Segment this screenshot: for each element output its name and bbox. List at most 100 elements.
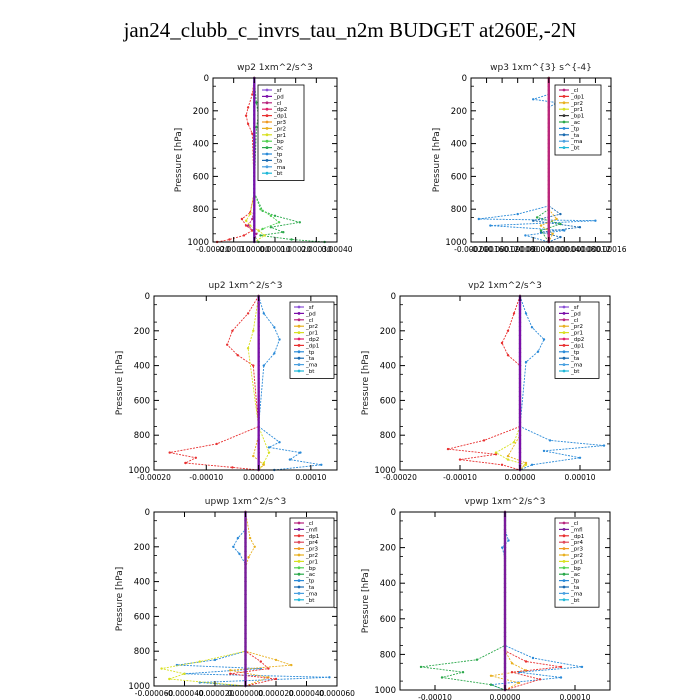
series-marker-pd — [518, 308, 522, 311]
series-marker-mfl — [244, 676, 247, 679]
series-marker-pd — [257, 329, 260, 332]
series-marker-tp — [530, 463, 534, 466]
series-marker-tp — [328, 676, 331, 679]
legend-marker-tp — [265, 152, 269, 156]
y-tick-label: 800 — [380, 650, 396, 660]
series-marker-cl — [547, 212, 550, 215]
series-marker-pd — [257, 438, 260, 441]
series-marker-tp — [516, 212, 519, 216]
legend-box — [554, 301, 600, 379]
series-marker-pr2 — [262, 463, 265, 466]
series-line-tp — [176, 512, 330, 687]
series-marker-mfl — [503, 559, 507, 563]
series-marker-tp — [238, 552, 241, 555]
panel-title: vpwp 1xm^2/s^3 — [464, 497, 545, 507]
series-marker-ac — [539, 229, 543, 232]
series-marker-mfl — [244, 606, 247, 609]
series-marker-pd — [253, 187, 256, 190]
panel-title: upwp 1xm^2/s^3 — [205, 497, 286, 507]
x-tick-label: -0.00010 — [418, 693, 452, 700]
x-tick-label: 0.000020 — [258, 689, 294, 698]
series-marker-tp — [320, 463, 323, 466]
series-marker-mfl — [244, 541, 247, 544]
y-tick-label: 1000 — [128, 466, 150, 476]
series-marker-pd — [518, 351, 522, 354]
legend-marker-ta — [562, 356, 566, 360]
series-marker-pd — [257, 442, 260, 445]
series-marker-mfl — [244, 528, 247, 531]
x-tick-label: 0.00010 — [564, 473, 595, 482]
series-marker-dp1 — [252, 364, 255, 367]
legend-label: _ac — [570, 572, 580, 578]
series-marker-tp — [267, 446, 271, 449]
x-tick-label: -0.00004 — [516, 245, 550, 254]
series-line-pr1 — [161, 512, 246, 687]
series-marker-cl — [547, 183, 550, 186]
series-marker-pr1 — [160, 667, 163, 670]
series-marker-mfl — [244, 610, 247, 614]
legend-marker-bt — [562, 598, 566, 602]
series-marker-pr1 — [512, 441, 516, 444]
series-marker-pr2 — [524, 461, 528, 465]
legend-label: _ma — [570, 363, 582, 369]
x-tick-label: 0.000060 — [319, 689, 355, 698]
legend-marker-ac — [562, 120, 566, 124]
legend-label: _bp — [305, 566, 316, 572]
series-marker-pr2 — [229, 669, 232, 672]
series-marker-dp1 — [244, 224, 248, 227]
series-marker-tp — [213, 658, 217, 662]
series-marker-pd — [257, 429, 260, 432]
series-marker-pr2 — [506, 454, 510, 458]
x-tick-label: -0.000020 — [196, 689, 235, 698]
series-marker-cl — [547, 224, 550, 227]
legend-label: _pr2 — [305, 553, 318, 559]
series-marker-mfl — [244, 641, 247, 644]
y-tick-label: 600 — [134, 396, 150, 406]
series-marker-pd — [253, 113, 256, 116]
legend-label: _sf — [305, 305, 315, 311]
series-marker-mfl — [503, 519, 507, 523]
legend-label: _pd — [273, 94, 284, 100]
legend-label: _pr4 — [305, 540, 319, 546]
legend-marker-pr1 — [297, 560, 301, 563]
series-marker-pd — [257, 325, 260, 328]
series-marker-cl — [547, 175, 550, 178]
series-marker-cl — [547, 167, 550, 170]
series-marker-mfl — [503, 622, 507, 625]
legend-label: _bp — [570, 566, 581, 572]
series-marker-cl — [547, 105, 550, 108]
series-marker-tp — [580, 665, 584, 669]
series-marker-ta — [532, 219, 535, 222]
legend-label: _dp2 — [273, 107, 287, 113]
legend-marker-dp1 — [562, 95, 566, 98]
x-tick-label: 0.00004 — [549, 245, 580, 254]
y-tick-label: 0 — [145, 508, 150, 518]
x-tick-label: -0.000060 — [135, 689, 174, 698]
legend-marker-pr2 — [297, 553, 301, 557]
series-marker-dp1 — [244, 114, 248, 117]
series-marker-pd — [257, 312, 260, 315]
series-marker-cl — [547, 216, 550, 219]
series-marker-mfl — [503, 635, 507, 638]
series-marker-pr1 — [257, 229, 260, 232]
legend-label: _sf — [570, 305, 580, 311]
series-marker-ac — [255, 101, 258, 104]
series-marker-mfl — [244, 519, 247, 522]
series-line-dp1 — [504, 512, 562, 691]
series-marker-pd — [518, 399, 522, 402]
series-marker-pd — [253, 117, 256, 121]
budget-panel-5: upwp 1xm^2/s^3 Pressure [hPa] 0 200 400 600 80… — [115, 497, 355, 698]
series-marker-cl — [547, 204, 550, 207]
series-marker-pr2 — [510, 662, 514, 665]
series-marker-pd — [253, 89, 256, 92]
series-marker-pd — [257, 351, 260, 354]
series-line-pr2 — [230, 511, 292, 687]
series-marker-dp1 — [538, 678, 542, 681]
series-marker-ta — [539, 231, 543, 234]
series-marker-pd — [518, 421, 522, 424]
legend: _sf_pd_cl_pr2_pr1_dp2_dp1_tp_ta_ma_bt — [554, 301, 600, 379]
y-tick-label: 400 — [451, 140, 467, 150]
series-marker-mfl — [503, 555, 507, 558]
series-marker-pd — [257, 408, 260, 411]
series-marker-dp1 — [229, 672, 232, 675]
